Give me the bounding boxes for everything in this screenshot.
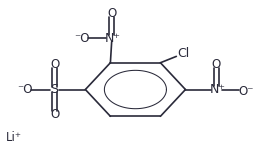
Text: O⁻: O⁻ (238, 85, 254, 98)
Text: O: O (212, 58, 221, 71)
Text: O: O (50, 108, 59, 121)
Text: S: S (51, 83, 59, 96)
Text: N⁺: N⁺ (105, 32, 121, 45)
Text: N⁺: N⁺ (209, 83, 225, 96)
Text: ⁻O: ⁻O (74, 32, 90, 45)
Text: ⁻O: ⁻O (17, 83, 33, 96)
Text: Cl: Cl (178, 47, 190, 60)
Text: Li⁺: Li⁺ (6, 131, 22, 144)
Text: O: O (50, 58, 59, 71)
Text: O: O (107, 7, 116, 20)
